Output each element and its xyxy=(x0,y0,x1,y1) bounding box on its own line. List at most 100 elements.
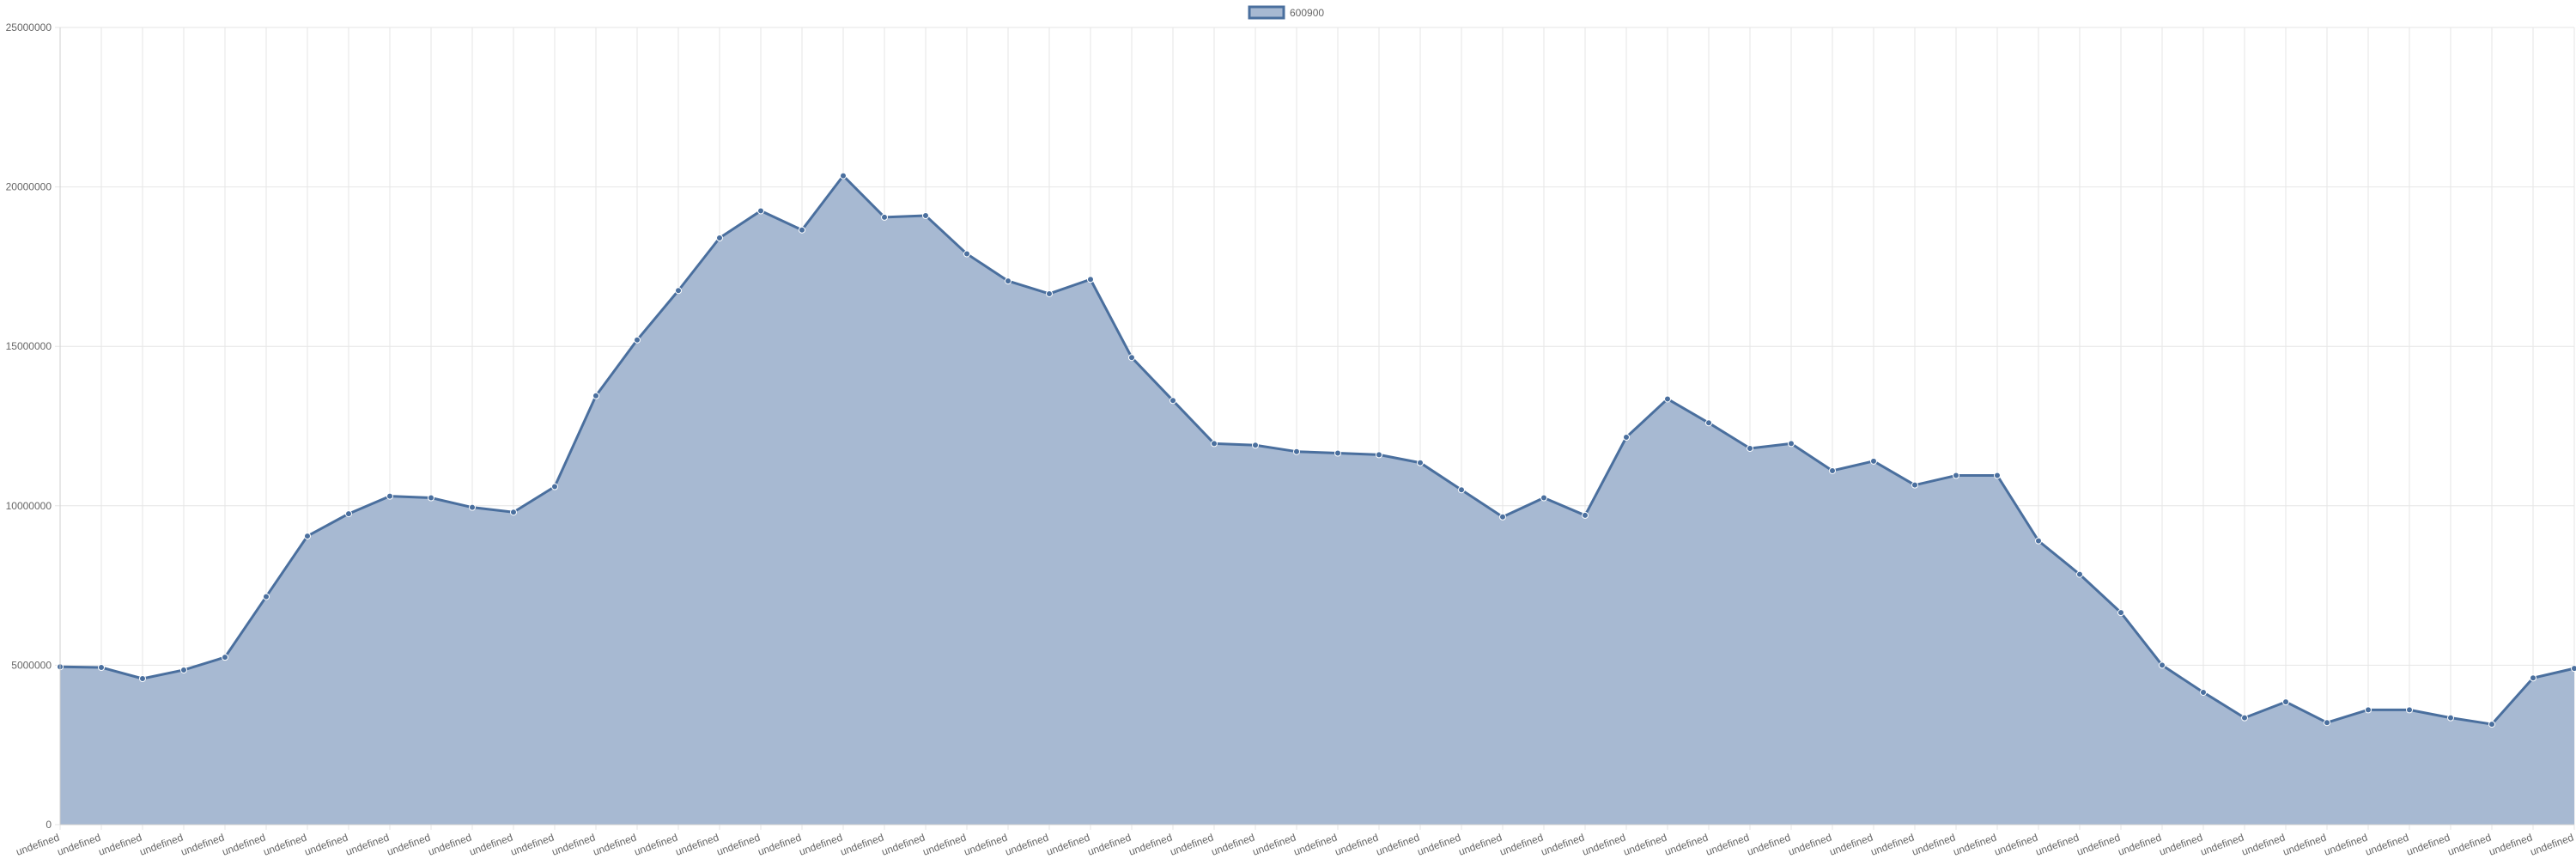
x-tick-label: undefined xyxy=(344,832,391,858)
data-point[interactable] xyxy=(922,212,929,220)
data-point[interactable] xyxy=(551,483,558,490)
data-point[interactable] xyxy=(840,172,847,180)
data-point[interactable] xyxy=(1252,442,1259,449)
data-point[interactable] xyxy=(1788,440,1795,448)
data-point[interactable] xyxy=(675,287,682,295)
x-tick-label: undefined xyxy=(1416,832,1462,858)
data-point[interactable] xyxy=(634,336,641,344)
data-point[interactable] xyxy=(1334,449,1341,457)
data-point[interactable] xyxy=(1994,472,2001,479)
data-point[interactable] xyxy=(345,510,352,518)
data-point[interactable] xyxy=(1087,276,1094,283)
x-tick-label: undefined xyxy=(1292,832,1339,858)
x-tick-label: undefined xyxy=(2446,832,2493,858)
data-point[interactable] xyxy=(1747,444,1753,452)
data-point[interactable] xyxy=(469,503,476,511)
data-point[interactable] xyxy=(1458,486,1465,494)
x-tick-label: undefined xyxy=(756,832,803,858)
data-point[interactable] xyxy=(799,226,805,234)
data-point[interactable] xyxy=(1870,457,1877,465)
x-tick-label: undefined xyxy=(592,832,638,858)
data-point[interactable] xyxy=(963,250,970,258)
data-point[interactable] xyxy=(1540,494,1547,502)
data-point[interactable] xyxy=(2241,714,2248,722)
data-point[interactable] xyxy=(716,234,723,241)
data-point[interactable] xyxy=(1170,397,1176,405)
data-point[interactable] xyxy=(1911,481,1918,489)
x-tick-label: undefined xyxy=(1952,832,1998,858)
data-point[interactable] xyxy=(386,492,393,500)
y-axis: 0 5000000 10000000 15000000 20000000 25000000 xyxy=(6,21,61,831)
x-tick-label: undefined xyxy=(179,832,226,858)
x-tick-label: undefined xyxy=(1869,832,1916,858)
x-tick-label: undefined xyxy=(303,832,349,858)
legend[interactable]: 600900 xyxy=(1248,5,1324,20)
data-point[interactable] xyxy=(2406,706,2413,714)
y-tick-label: 20000000 xyxy=(6,181,52,193)
data-point[interactable] xyxy=(2159,661,2166,669)
x-tick-label: undefined xyxy=(97,832,143,858)
data-point[interactable] xyxy=(2035,537,2042,545)
x-tick-label: undefined xyxy=(880,832,927,858)
data-point[interactable] xyxy=(1211,440,1218,448)
series-area xyxy=(60,175,2574,825)
data-point[interactable] xyxy=(1623,433,1630,441)
data-point[interactable] xyxy=(2365,706,2372,714)
data-point[interactable] xyxy=(1664,395,1671,403)
y-tick-label: 5000000 xyxy=(11,659,52,671)
x-tick-label: undefined xyxy=(2364,832,2410,858)
x-tick-label: undefined xyxy=(798,832,844,858)
data-point[interactable] xyxy=(2324,719,2330,727)
x-tick-label: undefined xyxy=(2075,832,2122,858)
data-point[interactable] xyxy=(2117,609,2124,617)
data-point[interactable] xyxy=(1046,289,1053,297)
x-tick-label: undefined xyxy=(1746,832,1792,858)
data-point[interactable] xyxy=(2076,570,2083,578)
legend-label[interactable]: 600900 xyxy=(1290,7,1324,19)
x-tick-label: undefined xyxy=(715,832,762,858)
x-tick-label: undefined xyxy=(1334,832,1380,858)
y-tick-label: 25000000 xyxy=(6,21,52,34)
x-tick-label: undefined xyxy=(138,832,185,858)
data-point[interactable] xyxy=(1582,511,1589,519)
x-tick-label: undefined xyxy=(1581,832,1627,858)
data-point[interactable] xyxy=(304,533,311,540)
data-point[interactable] xyxy=(2571,665,2576,673)
x-axis: undefinedundefinedundefinedundefinedunde… xyxy=(15,824,2575,858)
data-point[interactable] xyxy=(2447,714,2454,722)
data-point[interactable] xyxy=(222,654,228,661)
data-point[interactable] xyxy=(1293,448,1300,455)
x-tick-label: undefined xyxy=(427,832,473,858)
x-tick-label: undefined xyxy=(262,832,308,858)
data-point[interactable] xyxy=(180,666,187,673)
legend-swatch[interactable] xyxy=(1248,5,1285,20)
data-point[interactable] xyxy=(1128,354,1135,362)
data-point[interactable] xyxy=(263,593,270,600)
data-point[interactable] xyxy=(510,509,517,516)
data-point[interactable] xyxy=(1953,472,1959,479)
data-point[interactable] xyxy=(2282,698,2289,706)
data-point[interactable] xyxy=(1376,451,1382,459)
x-tick-label: undefined xyxy=(468,832,514,858)
data-point[interactable] xyxy=(2530,674,2537,682)
data-point[interactable] xyxy=(98,663,105,671)
x-tick-label: undefined xyxy=(15,832,61,858)
data-point[interactable] xyxy=(1417,459,1424,466)
y-tick-label: 10000000 xyxy=(6,500,52,512)
data-point[interactable] xyxy=(428,494,434,502)
data-point[interactable] xyxy=(592,392,599,399)
data-point[interactable] xyxy=(757,207,764,215)
x-tick-label: undefined xyxy=(1375,832,1421,858)
data-point[interactable] xyxy=(1005,277,1012,285)
x-tick-label: undefined xyxy=(2117,832,2163,858)
x-tick-label: undefined xyxy=(2529,832,2575,858)
data-point[interactable] xyxy=(139,674,146,682)
data-point[interactable] xyxy=(2200,688,2207,696)
data-point[interactable] xyxy=(1829,466,1836,474)
data-point[interactable] xyxy=(881,213,888,221)
x-tick-label: undefined xyxy=(2323,832,2369,858)
data-point[interactable] xyxy=(2488,721,2495,728)
data-point[interactable] xyxy=(1705,419,1712,427)
data-point[interactable] xyxy=(1499,513,1506,521)
